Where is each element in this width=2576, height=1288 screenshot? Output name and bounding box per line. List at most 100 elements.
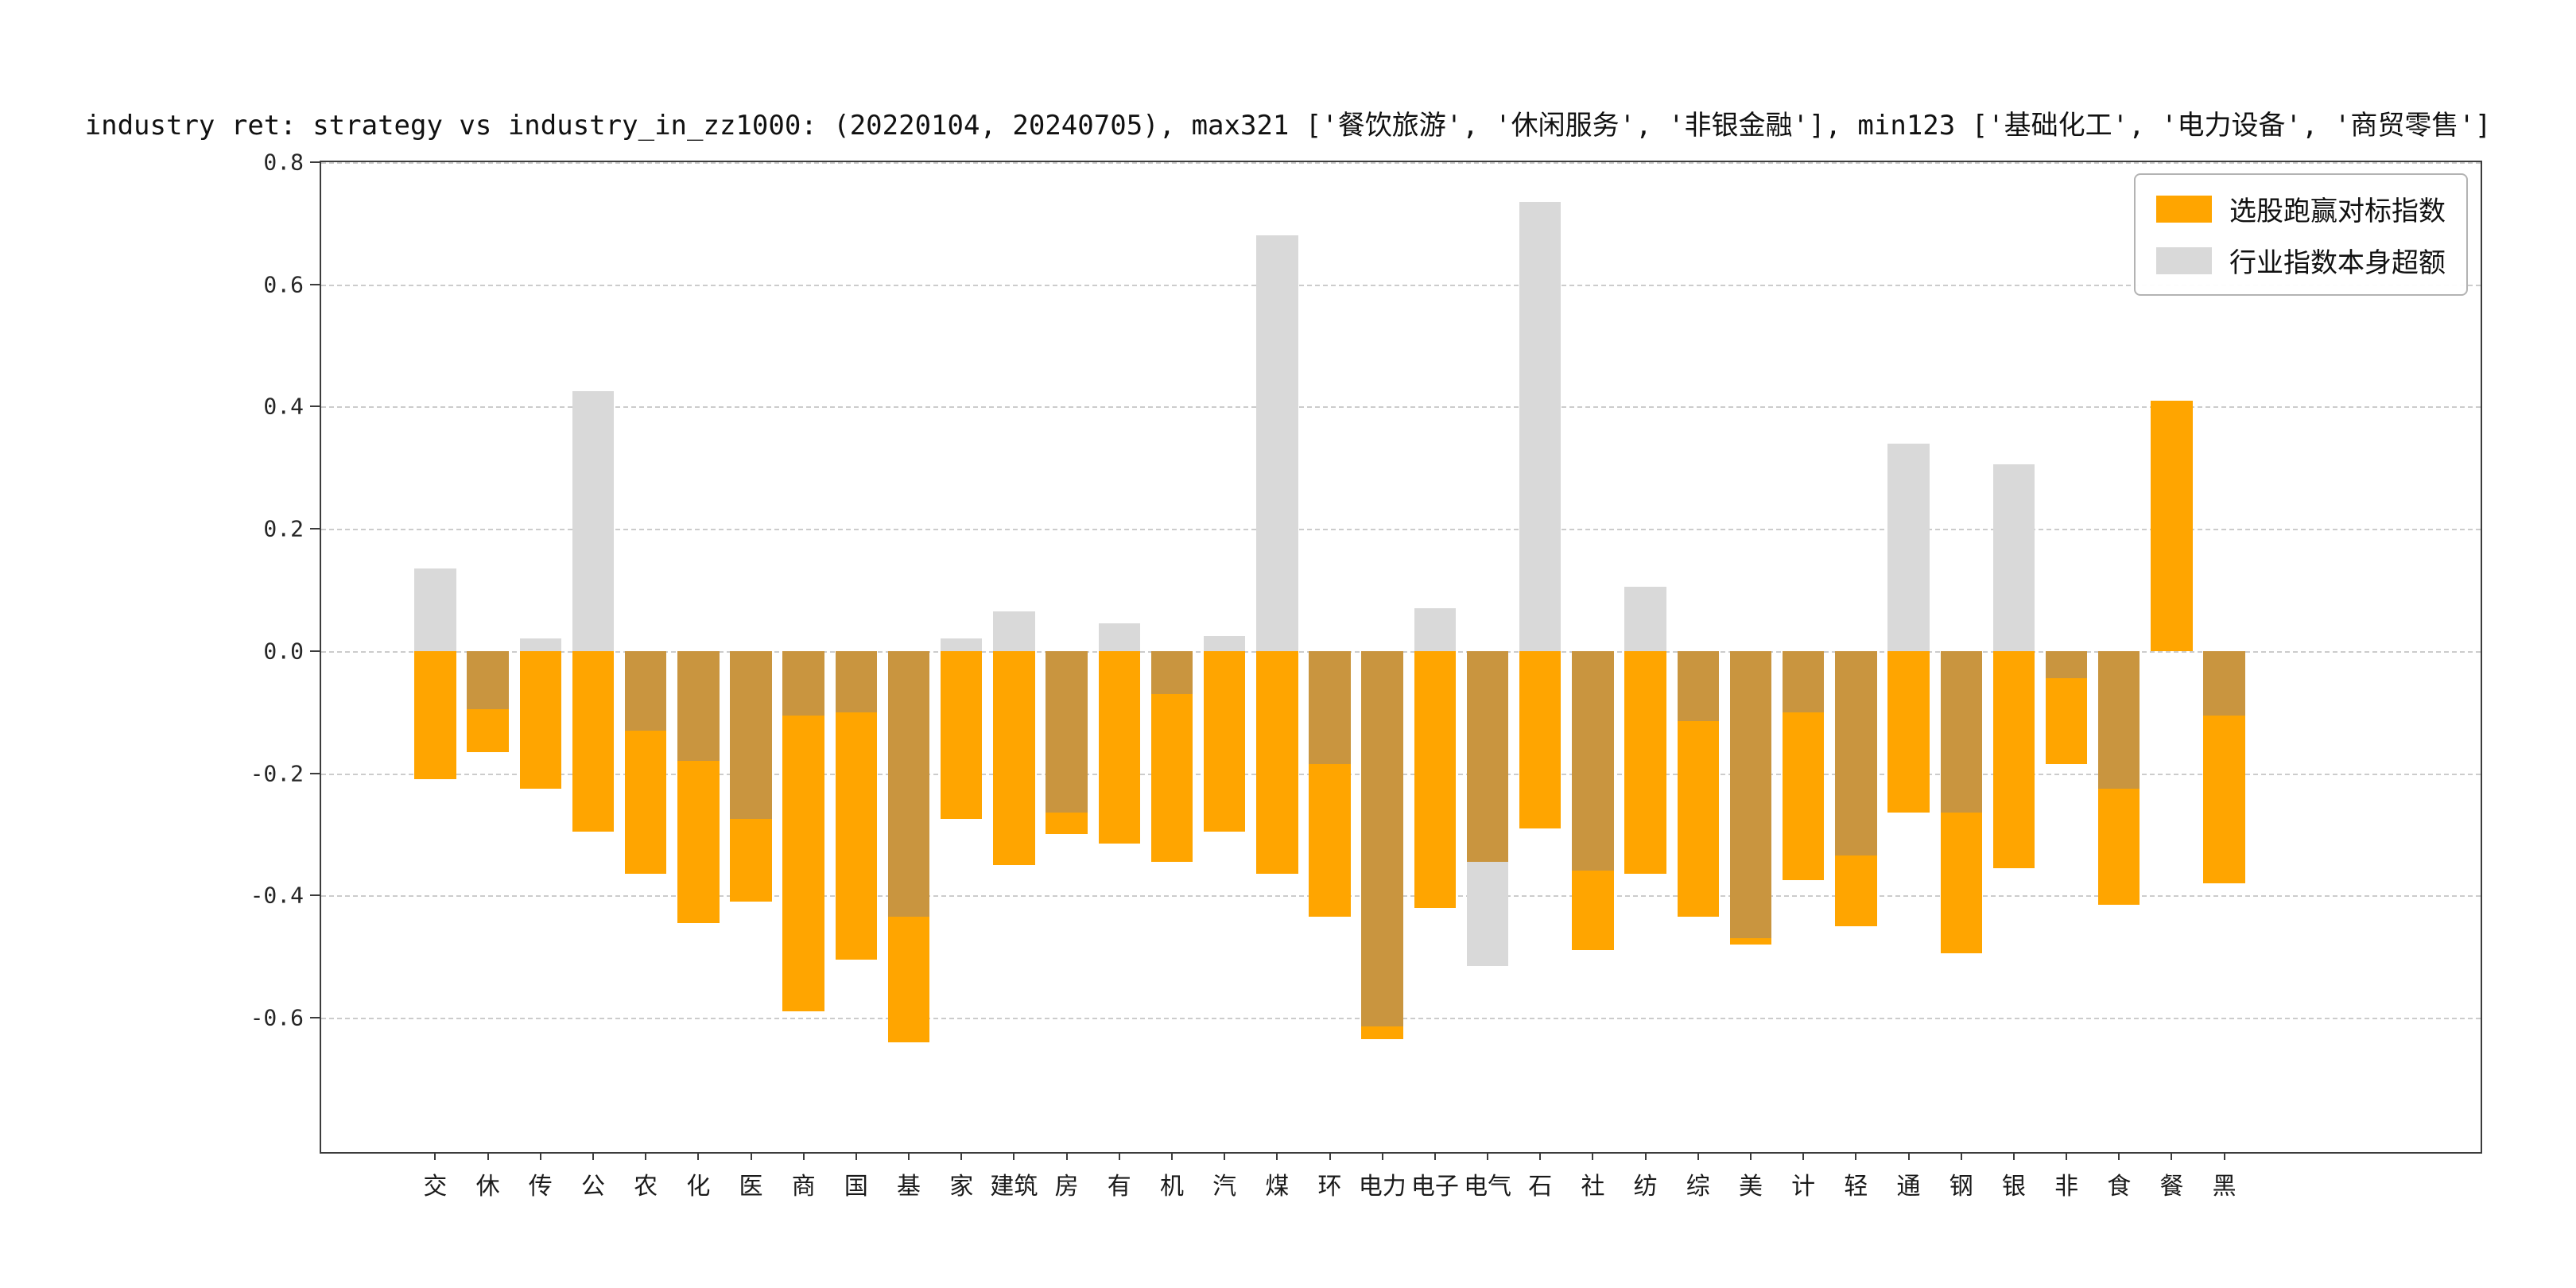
bar-industry-excess	[1519, 201, 1562, 651]
bar-overlap	[1572, 650, 1614, 871]
bar-overlap	[887, 650, 930, 918]
bar-strategy	[467, 708, 509, 752]
x-tickmark	[1381, 1152, 1383, 1160]
x-tickmark	[1170, 1152, 1173, 1160]
bar-strategy	[2098, 788, 2140, 905]
x-tickmark	[1539, 1152, 1542, 1160]
x-axis-tick-label: 休	[475, 1173, 500, 1201]
x-tickmark	[1224, 1152, 1226, 1160]
x-tickmark	[1433, 1152, 1436, 1160]
bar-overlap	[1309, 650, 1351, 764]
x-axis-tick-label: 黑	[2212, 1173, 2237, 1201]
y-tickmark	[310, 528, 320, 530]
x-axis-tick-label: 煤	[1265, 1173, 1290, 1201]
bar-overlap	[2098, 650, 2140, 789]
bar-strategy	[572, 650, 615, 832]
bar-strategy	[835, 712, 878, 960]
bar-strategy	[782, 715, 824, 1012]
x-tickmark	[750, 1152, 752, 1160]
gridline	[321, 162, 2481, 164]
gridline	[321, 406, 2481, 409]
y-axis-tick-label: 0.4	[263, 393, 304, 420]
bar-overlap	[1940, 650, 1982, 813]
x-axis-tick-label: 医	[739, 1173, 763, 1201]
bar-strategy	[2045, 678, 2088, 764]
x-axis-tick-label: 汽	[1212, 1173, 1237, 1201]
bar-strategy	[1992, 650, 2035, 868]
y-axis-tick-label: -0.2	[250, 760, 304, 787]
x-tickmark	[1907, 1152, 1910, 1160]
y-tickmark	[310, 772, 320, 774]
bar-industry-excess	[1256, 235, 1298, 651]
bar-overlap	[730, 650, 772, 820]
bar-industry-excess	[1203, 635, 1246, 651]
plot-area: 选股跑赢对标指数 行业指数本身超额 0.8 0.6 0.4 0.2 0.0 -0.2 -0.…	[250, 149, 2482, 1201]
x-axis-tick-label: 通	[1896, 1173, 1921, 1201]
x-axis-tick-label: 轻	[1844, 1173, 1868, 1201]
x-tickmark	[1802, 1152, 1805, 1160]
gridline	[321, 529, 2481, 531]
bar-strategy	[1309, 763, 1351, 918]
x-axis-tick-label: 石	[1528, 1173, 1553, 1201]
x-tickmark	[1960, 1152, 1962, 1160]
x-axis-tick-label: 传	[528, 1173, 553, 1201]
gridline	[321, 284, 2481, 286]
legend-item-industry: 行业指数本身超额	[2156, 241, 2446, 280]
x-tickmark	[697, 1152, 700, 1160]
x-tickmark	[1697, 1152, 1699, 1160]
y-tickmark	[310, 650, 320, 652]
y-tickmark	[310, 405, 320, 408]
x-axis-tick-label: 环	[1317, 1173, 1342, 1201]
x-axis-tick-label: 建筑	[990, 1173, 1038, 1201]
bar-overlap	[1835, 650, 1877, 856]
x-tickmark	[2012, 1152, 2015, 1160]
bar-strategy	[1361, 1026, 1403, 1039]
x-axis-tick-label: 非	[2054, 1173, 2079, 1201]
bar-industry-excess	[519, 638, 561, 651]
x-tickmark	[487, 1152, 489, 1160]
bar-overlap	[624, 650, 667, 731]
x-axis-tick-label: 纺	[1633, 1173, 1658, 1201]
x-axis-tick-label: 银	[2001, 1173, 2026, 1201]
chart-title: industry ret: strategy vs industry_in_zz…	[84, 110, 2492, 142]
x-axis-tick-label: 电气	[1464, 1173, 1512, 1201]
x-tickmark	[855, 1152, 857, 1160]
x-axis-tick-label: 商	[791, 1173, 816, 1201]
x-tickmark	[1329, 1152, 1331, 1160]
bar-strategy	[1624, 650, 1666, 875]
legend-swatch-gray-icon	[2156, 246, 2212, 274]
bar-strategy	[1835, 855, 1877, 926]
bar-overlap	[1677, 650, 1719, 722]
bar-overlap	[1361, 650, 1403, 1027]
x-tickmark	[1276, 1152, 1278, 1160]
bar-industry-excess	[1887, 443, 1930, 651]
x-tickmark	[1592, 1152, 1594, 1160]
y-tickmark	[310, 1016, 320, 1018]
x-tickmark	[2223, 1152, 2225, 1160]
x-axis-tick-label: 食	[2107, 1173, 2132, 1201]
bar-overlap	[782, 650, 824, 716]
x-axis-tick-label: 农	[634, 1173, 658, 1201]
legend: 选股跑赢对标指数 行业指数本身超额	[2134, 173, 2468, 296]
x-axis-tick-label: 有	[1107, 1173, 1131, 1201]
x-tickmark	[1749, 1152, 1752, 1160]
x-tickmark	[1013, 1152, 1015, 1160]
bar-strategy	[624, 730, 667, 875]
bar-strategy	[1519, 650, 1562, 828]
x-axis-tick-label: 公	[580, 1173, 605, 1201]
bar-overlap	[2203, 650, 2245, 716]
x-tickmark	[802, 1152, 805, 1160]
bar-strategy	[1729, 938, 1772, 945]
y-axis-tick-label: 0.8	[263, 149, 304, 176]
bar-strategy	[1940, 813, 1982, 954]
y-tickmark	[310, 161, 320, 163]
x-axis-tick-label: 餐	[2159, 1173, 2184, 1201]
x-tickmark	[1855, 1152, 1857, 1160]
bar-overlap	[1046, 650, 1088, 813]
bar-strategy	[414, 650, 456, 780]
x-axis-tick-label: 电子	[1410, 1173, 1459, 1201]
bar-overlap	[2045, 650, 2088, 679]
y-axis-tick-label: -0.4	[250, 882, 304, 909]
y-axis-tick-label: 0.0	[263, 638, 304, 665]
x-tickmark	[1065, 1152, 1068, 1160]
